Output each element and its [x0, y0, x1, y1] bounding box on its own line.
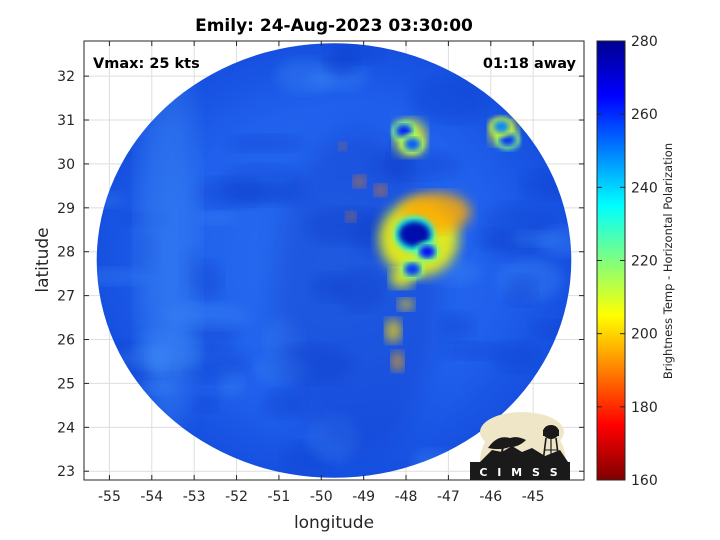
cold-cloud-core	[404, 137, 421, 151]
cold-cloud-core	[493, 120, 510, 134]
swath-patch	[505, 275, 537, 305]
x-tick-label: -48	[395, 489, 418, 505]
swath-band	[137, 43, 198, 435]
cold-cloud-core	[419, 245, 436, 259]
time-away-annotation: 01:18 away	[483, 56, 577, 72]
logo-banner	[470, 462, 570, 480]
x-tick-label: -49	[352, 489, 375, 505]
cold-cloud-core	[395, 124, 412, 138]
swath-patch	[276, 58, 336, 94]
colorbar-tick-label: 180	[631, 400, 658, 416]
y-tick-label: 30	[57, 157, 75, 173]
axes-frame	[83, 40, 585, 481]
x-tick-label: -45	[522, 489, 545, 505]
cloud-halo	[391, 351, 404, 372]
swath-patch	[194, 211, 238, 225]
cloud-halo	[398, 298, 415, 311]
colorbar-tick-label: 220	[631, 254, 658, 270]
swath-patch	[492, 342, 539, 372]
x-tick-label: -51	[267, 489, 290, 505]
y-tick-label: 25	[57, 376, 75, 392]
swath-patch	[324, 43, 358, 77]
swath-patch	[194, 396, 218, 412]
colorbar-tick-label: 280	[631, 34, 658, 50]
satellite-dish-icon	[488, 437, 526, 463]
y-tick-label: 29	[57, 201, 75, 217]
y-tick-label: 24	[57, 420, 75, 436]
swath-patch	[510, 231, 561, 247]
y-tick-labels: 23 24 25 26 27 28 29 30 31 32	[57, 69, 75, 480]
swath-patch	[439, 312, 475, 342]
x-axis-label: longitude	[294, 513, 374, 533]
cloud-halo	[353, 175, 366, 188]
cloud-halo	[345, 211, 356, 222]
y-tick-label: 23	[57, 464, 75, 480]
cold-cloud-core	[398, 221, 431, 247]
x-tick-label: -47	[437, 489, 460, 505]
cloud-halo	[385, 318, 402, 343]
cold-cloud-core	[404, 262, 421, 276]
y-tick-label: 31	[57, 113, 75, 129]
tick-marks	[84, 41, 584, 480]
colorbar-tick-label: 160	[631, 473, 658, 489]
colorbar-ticks: 160 180 200 220 240 260 280	[597, 34, 658, 489]
colorbar-label: Brightness Temp - Horizontal Polarizatio…	[661, 143, 675, 379]
logo-text: C I M S S	[479, 466, 560, 479]
cimss-logo: C I M S S	[470, 412, 570, 480]
vmax-annotation: Vmax: 25 kts	[93, 56, 200, 72]
x-tick-label: -55	[98, 489, 121, 505]
y-axis-label: latitude	[33, 227, 53, 292]
colorbar-tick-label: 240	[631, 180, 658, 196]
swath-patch	[96, 268, 147, 286]
cold-cloud-core	[499, 133, 516, 147]
cloud-halo	[338, 142, 347, 151]
cloud-halo	[374, 184, 387, 197]
x-tick-label: -53	[183, 489, 206, 505]
x-tick-label: -54	[140, 489, 163, 505]
colorbar-tick-label: 260	[631, 107, 658, 123]
swath-patch	[441, 342, 503, 360]
x-tick-labels: -55 -54 -53 -52 -51 -50 -49 -48 -47 -46 -45	[98, 489, 545, 505]
x-tick-label: -52	[225, 489, 248, 505]
swath-patch	[412, 79, 487, 122]
y-tick-label: 26	[57, 333, 75, 349]
x-tick-label: -50	[310, 489, 333, 505]
y-tick-label: 27	[57, 289, 75, 305]
y-tick-label: 32	[57, 69, 75, 85]
water-tower-icon	[542, 425, 560, 463]
colorbar-tick-label: 200	[631, 327, 658, 343]
swath-patch	[227, 134, 304, 152]
y-tick-label: 28	[57, 245, 75, 261]
chart-title: Emily: 24-Aug-2023 03:30:00	[195, 16, 473, 36]
cold-cloud-regions	[391, 116, 520, 280]
swath-patch	[221, 165, 307, 200]
x-tick-label: -46	[479, 489, 502, 505]
